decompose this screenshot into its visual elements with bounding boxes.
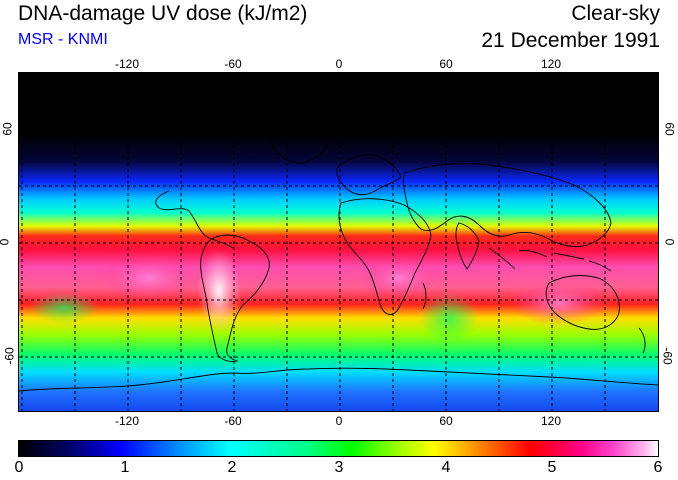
lon-label-bottom: 120 [540, 414, 562, 428]
lon-label-bottom: -60 [224, 414, 242, 428]
lon-label-top: 0 [335, 57, 343, 71]
lon-label-bottom: -120 [114, 414, 140, 428]
map-frame [18, 72, 659, 412]
colorbar-label: 5 [547, 459, 557, 476]
lon-label-top: -60 [224, 57, 242, 71]
north-america-coast [155, 190, 234, 249]
lat-label-right: -60 [660, 347, 675, 365]
lon-label-top: 120 [540, 57, 562, 71]
colorbar-label: 6 [653, 459, 663, 476]
pacific-cloud [29, 293, 99, 323]
title: DNA-damage UV dose (kJ/m2) [18, 2, 308, 25]
graticule [19, 73, 658, 411]
date: 21 December 1991 [481, 29, 660, 52]
indonesia-coast [518, 250, 612, 272]
lat-label-left: 60 [0, 122, 15, 136]
colorbar-label: 4 [441, 459, 451, 476]
indian-ocean-cloud [419, 293, 479, 343]
lat-label-right: 0 [662, 238, 677, 246]
colorbar-label: 2 [227, 459, 237, 476]
sumatra-coast [488, 247, 516, 270]
lon-label-bottom: 0 [335, 414, 343, 428]
asia-coast [402, 163, 612, 248]
europe-coast [336, 154, 402, 196]
colorbar-label: 1 [120, 459, 130, 476]
africa-coast [338, 198, 432, 315]
subtitle: MSR - KNMI [18, 31, 108, 48]
india-coast [455, 222, 480, 270]
lon-label-bottom: 60 [439, 414, 453, 428]
madagascar-coast [422, 282, 427, 310]
africa-hotspot [359, 258, 439, 298]
lon-label-top: 60 [439, 57, 453, 71]
lat-label-left: 0 [0, 239, 11, 246]
sky-condition: Clear-sky [571, 2, 660, 25]
colorbar-label: 0 [14, 459, 24, 476]
australia-coast [545, 275, 620, 330]
australia-hotspot [509, 281, 609, 325]
lon-label-top: -120 [114, 57, 140, 71]
pacific-hotspot [99, 256, 199, 300]
new-zealand-coast [638, 327, 646, 354]
coastlines [19, 115, 658, 392]
uv-dose-map [19, 73, 658, 411]
colorbar-label: 3 [334, 459, 344, 476]
colorbar [18, 440, 659, 457]
lat-label-left: -60 [2, 347, 17, 365]
antarctica-coast [19, 367, 658, 392]
greenland-coast [268, 115, 332, 164]
lat-label-right: 60 [662, 122, 677, 136]
south-america-coast [200, 234, 270, 362]
